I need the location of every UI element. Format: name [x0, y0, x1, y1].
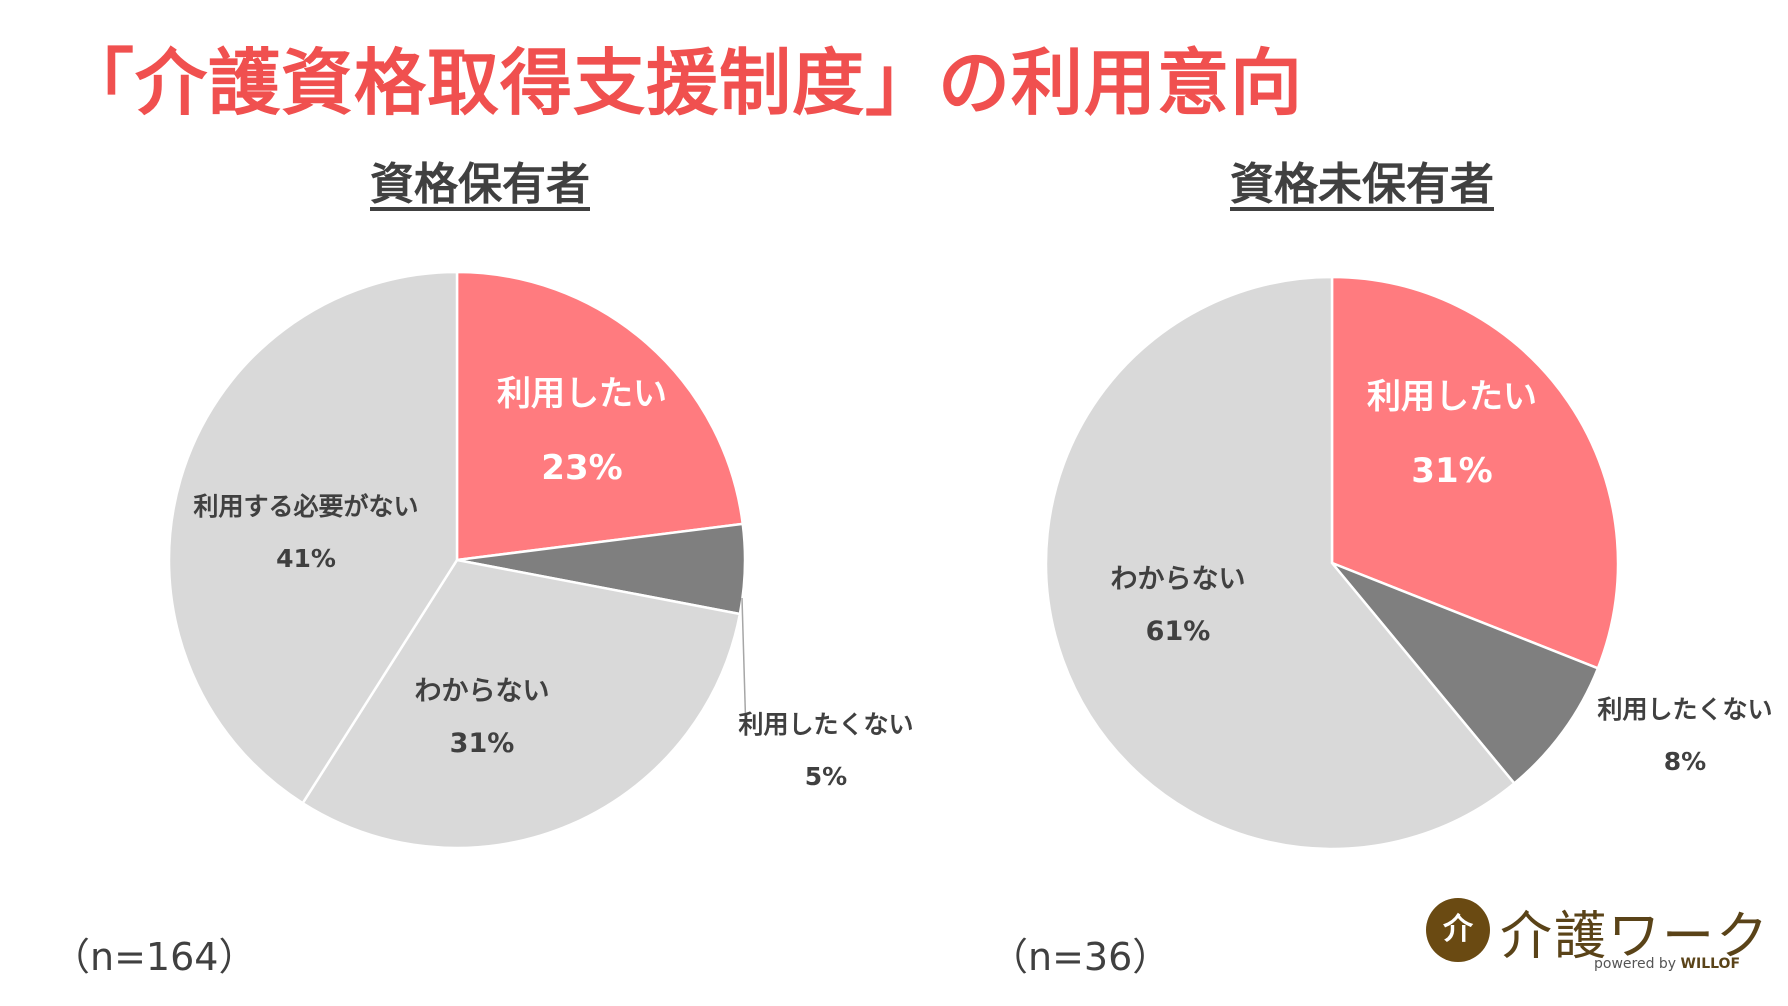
pie2-slice-3	[1044, 275, 1517, 851]
powered-by-text: powered by	[1594, 956, 1677, 972]
page-title: 「介護資格取得支援制度」の利用意向	[62, 41, 1304, 125]
logo-powered-by: powered by WILLOF	[1594, 956, 1740, 972]
house-logo-icon: 介	[1426, 898, 1490, 962]
pie1-label-1: 利用したい	[497, 374, 667, 414]
pie2-slice-1	[1330, 275, 1620, 670]
pie1-value-2: 5%	[805, 762, 847, 791]
sample-size-holders: （n=164）	[52, 935, 257, 979]
pie2-label-2: 利用したくない	[1597, 695, 1772, 724]
kaigo-work-logo: 介 介護ワーク powered by WILLOF	[1426, 896, 1768, 976]
pie1-value-4: 41%	[276, 544, 336, 573]
pie2-label-1: 利用したい	[1367, 377, 1537, 417]
sample-size-non-holders: （n=36）	[990, 935, 1171, 979]
pie1-label-2: 利用したくない	[738, 710, 913, 739]
pie2-value-3: 61%	[1146, 616, 1211, 647]
pie1-value-3: 31%	[450, 728, 515, 759]
chart-title-holders: 資格保有者	[370, 159, 590, 210]
pie1-value-1: 23%	[541, 448, 622, 488]
powered-by-brand: WILLOF	[1680, 956, 1741, 972]
pie1-label-4: 利用する必要がない	[193, 492, 418, 521]
pie2-value-2: 8%	[1664, 747, 1706, 776]
pie2-value-1: 31%	[1411, 451, 1492, 491]
pie2-label-3: わからない	[1111, 564, 1246, 595]
pie1-leader-line-2	[741, 597, 747, 736]
pie1-label-3: わからない	[415, 676, 550, 707]
pie1-slice-4	[167, 270, 459, 805]
logo-name: 介護ワーク	[1500, 907, 1771, 967]
chart-title-non-holders: 資格未保有者	[1230, 159, 1494, 210]
pie1-slice-1	[455, 270, 745, 562]
pie2-slice-2	[1331, 561, 1600, 786]
